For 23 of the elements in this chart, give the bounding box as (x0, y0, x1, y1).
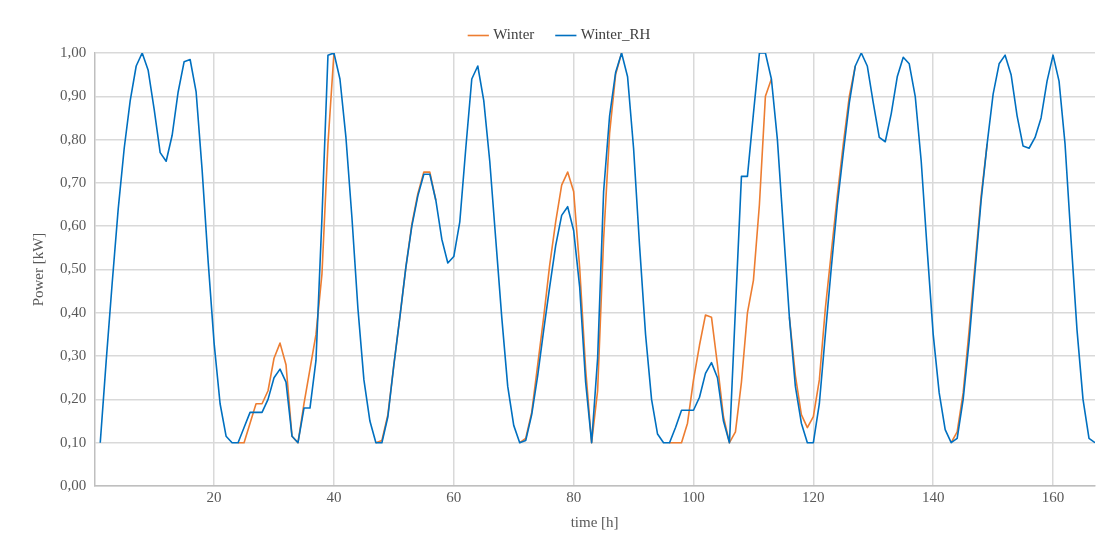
y-tick-label: 0,00 (60, 476, 87, 493)
x-tick-label: 60 (446, 488, 462, 505)
y-tick-label: 0,30 (60, 347, 87, 364)
legend-label: Winter_RH (580, 26, 651, 43)
y-tick-label: 0,40 (60, 303, 87, 320)
y-tick-label: 0,70 (60, 173, 87, 190)
x-axis-title: time [h] (570, 513, 619, 530)
x-tick-label: 140 (921, 488, 945, 505)
y-axis-title: Power [kW] (29, 232, 46, 307)
y-tick-label: 0,90 (60, 87, 87, 104)
y-tick-label: 0,60 (60, 217, 87, 234)
x-tick-label: 160 (1041, 488, 1065, 505)
x-tick-label: 100 (682, 488, 705, 505)
legend-label: Winter (493, 26, 535, 43)
y-tick-label: 1,00 (60, 43, 87, 60)
y-tick-label: 0,10 (60, 433, 87, 450)
y-tick-label: 0,20 (60, 390, 87, 407)
x-tick-label: 120 (802, 488, 825, 505)
y-tick-label: 0,80 (60, 130, 87, 147)
x-tick-label: 20 (206, 488, 222, 505)
y-tick-label: 0,50 (60, 260, 87, 277)
x-tick-label: 80 (566, 488, 582, 505)
x-tick-label: 40 (326, 488, 342, 505)
